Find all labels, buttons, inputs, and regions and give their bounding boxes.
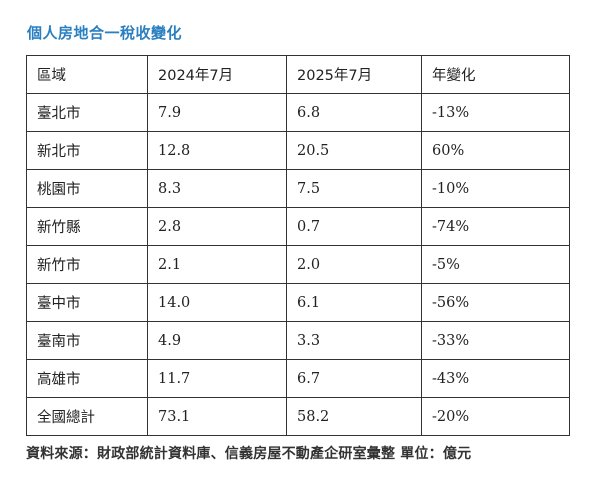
table-header-row: 區域 2024年7月 2025年7月 年變化: [26, 55, 570, 94]
page-title: 個人房地合一稅收變化: [27, 24, 183, 42]
value-2024-cell: 7.9: [147, 93, 287, 132]
table-row: 臺北市 7.9 6.8 -13%: [26, 93, 570, 132]
value-2024-cell: 11.7: [147, 359, 287, 398]
value-2025-cell: 6.7: [286, 359, 422, 398]
value-2024-cell: 4.9: [147, 321, 287, 360]
region-cell: 臺中市: [26, 283, 148, 322]
value-2024-cell: 8.3: [147, 169, 287, 208]
region-cell: 新北市: [26, 131, 148, 170]
value-2025-cell: 58.2: [286, 397, 422, 436]
value-2025-cell: 6.1: [286, 283, 422, 322]
change-cell: -74%: [421, 207, 570, 246]
region-cell: 新竹縣: [26, 207, 148, 246]
header-2024-jul: 2024年7月: [147, 55, 287, 94]
region-cell: 桃園市: [26, 169, 148, 208]
source-note: 資料來源：財政部統計資料庫、信義房屋不動產企研室彙整 單位：億元: [26, 446, 472, 462]
table-total-row: 全國總計 73.1 58.2 -20%: [26, 397, 570, 436]
change-cell: -43%: [421, 359, 570, 398]
value-2024-cell: 12.8: [147, 131, 287, 170]
table-row: 高雄市 11.7 6.7 -43%: [26, 359, 570, 398]
region-cell: 新竹市: [26, 245, 148, 284]
value-2025-cell: 3.3: [286, 321, 422, 360]
change-cell: -20%: [421, 397, 570, 436]
value-2025-cell: 0.7: [286, 207, 422, 246]
value-2024-cell: 2.8: [147, 207, 287, 246]
value-2025-cell: 2.0: [286, 245, 422, 284]
table-row: 新竹縣 2.8 0.7 -74%: [26, 207, 570, 246]
value-2025-cell: 7.5: [286, 169, 422, 208]
value-2025-cell: 20.5: [286, 131, 422, 170]
table-row: 新北市 12.8 20.5 60%: [26, 131, 570, 170]
change-cell: -13%: [421, 93, 570, 132]
change-cell: 60%: [421, 131, 570, 170]
region-cell: 高雄市: [26, 359, 148, 398]
value-2024-cell: 14.0: [147, 283, 287, 322]
change-cell: -56%: [421, 283, 570, 322]
table-row: 新竹市 2.1 2.0 -5%: [26, 245, 570, 284]
header-2025-jul: 2025年7月: [286, 55, 422, 94]
table-row: 桃園市 8.3 7.5 -10%: [26, 169, 570, 208]
header-yoy-change: 年變化: [421, 55, 570, 94]
change-cell: -33%: [421, 321, 570, 360]
region-cell: 臺南市: [26, 321, 148, 360]
value-2024-cell: 73.1: [147, 397, 287, 436]
header-region: 區域: [26, 55, 148, 94]
table-row: 臺南市 4.9 3.3 -33%: [26, 321, 570, 360]
value-2024-cell: 2.1: [147, 245, 287, 284]
value-2025-cell: 6.8: [286, 93, 422, 132]
change-cell: -5%: [421, 245, 570, 284]
region-cell: 全國總計: [26, 397, 148, 436]
tax-revenue-table: 區域 2024年7月 2025年7月 年變化 臺北市 7.9 6.8 -13% …: [26, 55, 570, 436]
change-cell: -10%: [421, 169, 570, 208]
table-row: 臺中市 14.0 6.1 -56%: [26, 283, 570, 322]
region-cell: 臺北市: [26, 93, 148, 132]
